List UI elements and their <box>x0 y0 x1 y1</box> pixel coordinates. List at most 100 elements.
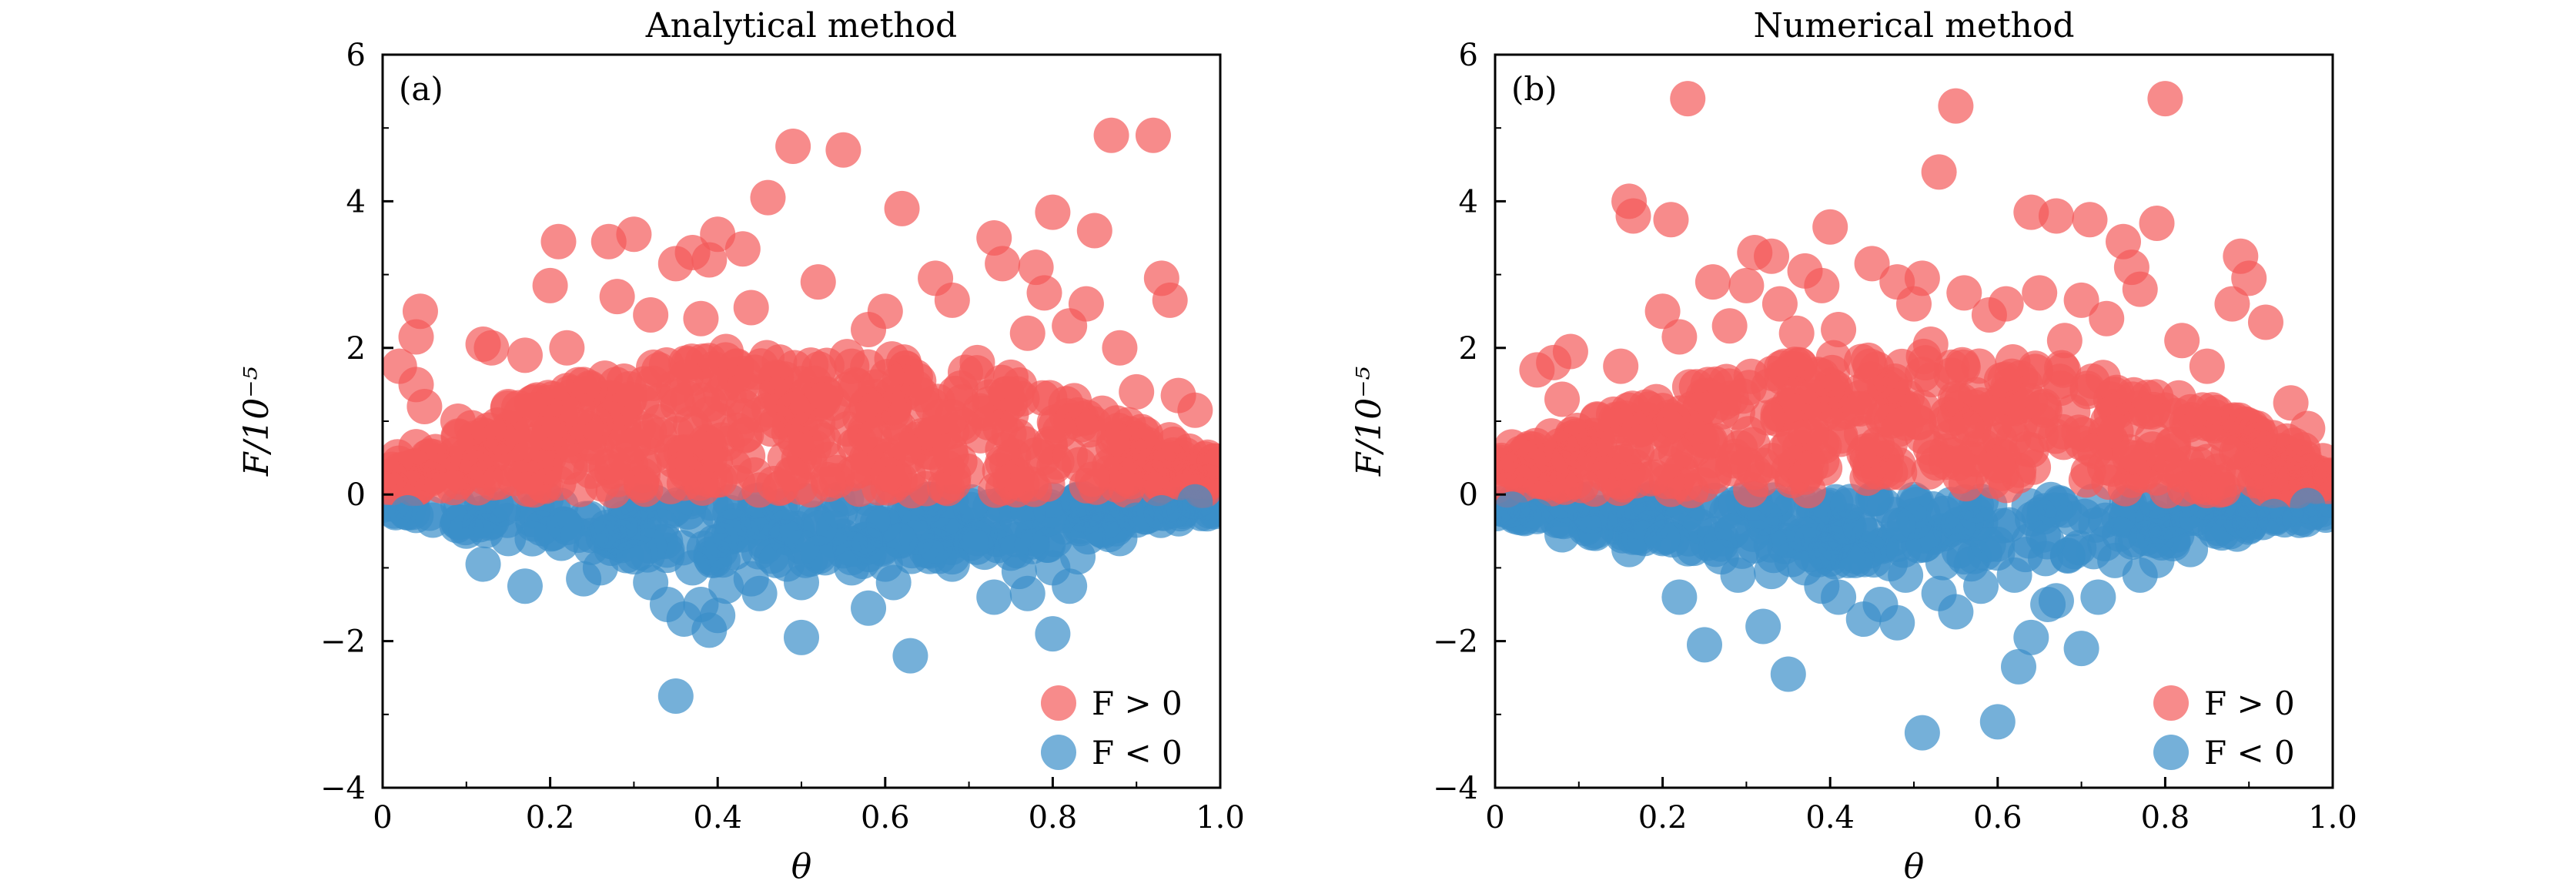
point-positive <box>1921 154 1957 190</box>
point-positive <box>2046 323 2083 359</box>
dense-point-positive <box>1940 445 1976 481</box>
dense-point-positive <box>383 439 416 475</box>
point-negative <box>590 513 627 549</box>
y-tick-label: 0 <box>346 477 366 513</box>
point-positive <box>834 348 870 384</box>
dense-point-positive <box>2200 464 2236 501</box>
point-positive <box>884 190 920 226</box>
point-negative <box>1519 498 1555 534</box>
dense-point-negative <box>2029 524 2066 560</box>
dense-point-positive <box>1775 393 1812 430</box>
point-negative <box>976 579 1012 615</box>
dense-point-negative <box>2011 487 2047 524</box>
point-positive <box>1495 429 1530 465</box>
point-negative <box>934 546 970 582</box>
legend-a-marker-negative <box>1041 735 1076 770</box>
legend-a-label-negative: F < 0 <box>1092 734 1183 772</box>
dense-point-positive <box>1564 467 1600 504</box>
point-positive <box>1653 202 1689 238</box>
point-negative <box>1888 557 1924 593</box>
dense-point-positive <box>991 416 1027 452</box>
point-positive <box>473 330 510 366</box>
point-positive <box>406 388 443 424</box>
panel-a-ylabel: F/10⁻⁵ <box>237 367 276 477</box>
point-negative <box>657 678 694 714</box>
dense-point-positive <box>1495 454 1530 490</box>
dense-point-positive <box>1202 446 1220 482</box>
point-positive <box>959 344 995 380</box>
point-negative <box>1996 557 2032 593</box>
x-tick-label: 0.4 <box>1805 800 1855 835</box>
dense-point-negative <box>696 524 732 561</box>
x-tick-label: 0.8 <box>1029 800 1078 835</box>
dense-point-positive <box>1778 445 1815 481</box>
point-positive <box>2022 275 2058 311</box>
panel-a-xlabel: θ <box>791 847 812 886</box>
dense-point-positive <box>1016 471 1052 507</box>
panel-a-scatter-layer <box>383 117 1220 714</box>
point-positive <box>1778 315 1815 351</box>
point-positive <box>2189 348 2225 384</box>
point-positive <box>616 216 652 253</box>
dense-point-positive <box>2069 370 2106 407</box>
dense-point-positive <box>467 460 503 496</box>
point-positive <box>1035 194 1071 230</box>
panel-b-ticks: 0 0.2 0.4 0.6 0.8 1.0 −4 −2 0 2 4 6 <box>1433 38 2357 835</box>
point-negative <box>1837 542 1873 578</box>
point-negative <box>784 564 819 601</box>
point-negative <box>1060 539 1096 575</box>
x-tick-label: 0 <box>1485 800 1504 835</box>
dense-point-positive <box>1063 407 1099 443</box>
point-positive <box>1711 308 1748 344</box>
dense-point-positive <box>2002 406 2038 442</box>
point-negative <box>959 521 995 557</box>
dense-point-positive <box>670 380 706 417</box>
point-positive <box>2063 282 2099 318</box>
point-negative <box>490 521 527 557</box>
point-negative <box>1979 704 2016 740</box>
point-negative <box>2013 619 2049 655</box>
dense-point-positive <box>1793 418 1829 454</box>
point-negative <box>834 550 870 586</box>
point-negative <box>2223 502 2259 538</box>
dense-point-positive <box>2016 449 2052 485</box>
point-positive <box>2164 323 2200 359</box>
point-negative <box>758 542 795 578</box>
dense-point-positive <box>1579 402 1615 438</box>
point-positive <box>1904 260 1940 296</box>
panel-b: Numerical method 0 0.2 0.4 0.6 0.8 1.0 −4 −2 0 2 4… <box>1350 6 2357 886</box>
dense-point-positive <box>2184 392 2220 428</box>
dense-point-positive <box>2089 403 2126 439</box>
point-positive <box>1754 238 1790 274</box>
dense-point-positive <box>666 450 702 487</box>
dense-point-positive <box>510 471 546 507</box>
dense-point-positive <box>890 457 926 493</box>
series-negative <box>1495 487 2326 751</box>
point-positive <box>2072 202 2108 238</box>
point-positive <box>2038 198 2074 234</box>
point-negative <box>1963 568 1999 604</box>
point-positive <box>641 352 677 388</box>
dense-point-positive <box>1972 390 2009 427</box>
point-positive <box>566 367 602 403</box>
point-negative <box>2256 498 2292 534</box>
dense-point-positive <box>1561 434 1597 470</box>
point-positive <box>507 337 543 373</box>
dense-point-positive <box>1075 461 1111 497</box>
point-positive <box>1009 315 1045 351</box>
dense-point-positive <box>1815 373 1852 409</box>
point-negative <box>465 546 501 582</box>
dense-point-positive <box>2042 363 2078 400</box>
dense-point-positive <box>1743 461 1779 497</box>
point-positive <box>1938 88 1974 124</box>
point-positive <box>985 246 1021 282</box>
y-tick-label: 6 <box>1459 38 1478 73</box>
dense-point-negative <box>2056 534 2093 570</box>
point-negative <box>1544 517 1581 553</box>
dense-point-negative <box>1926 495 1962 531</box>
dense-point-positive <box>1655 402 1691 438</box>
point-positive <box>1068 286 1104 322</box>
point-positive <box>633 296 669 333</box>
point-positive <box>1544 381 1581 417</box>
dense-point-positive <box>1618 463 1654 499</box>
